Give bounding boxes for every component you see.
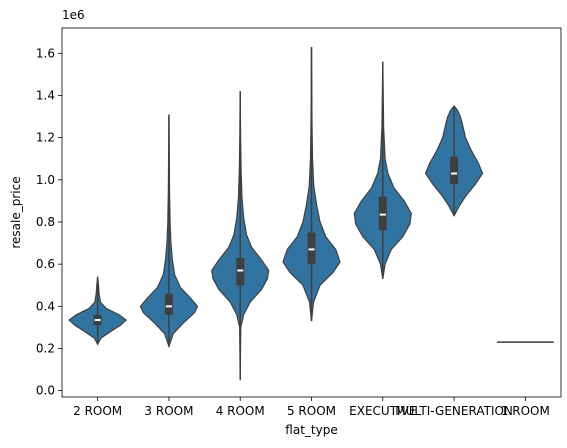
violin-iqr-box bbox=[450, 156, 459, 185]
violin-2-room bbox=[68, 276, 128, 346]
y-tick-label: 0.8 bbox=[36, 215, 55, 229]
violin-iqr-box bbox=[236, 257, 245, 286]
violin-3-room bbox=[139, 114, 199, 349]
y-axis-multiplier: 1e6 bbox=[62, 8, 85, 22]
violins-layer bbox=[68, 46, 554, 381]
violin-executive bbox=[353, 61, 412, 280]
violin-iqr-box bbox=[378, 196, 387, 231]
x-tick-label: 5 ROOM bbox=[287, 404, 336, 418]
y-tick-label: 0.6 bbox=[36, 257, 55, 271]
y-axis-label: resale_price bbox=[9, 176, 23, 248]
x-tick-label: 1 ROOM bbox=[501, 404, 550, 418]
y-tick-label: 1.2 bbox=[36, 131, 55, 145]
y-tick-label: 1.4 bbox=[36, 88, 55, 102]
y-tick-label: 0.2 bbox=[36, 342, 55, 356]
x-tick-label: MULTI-GENERATION bbox=[395, 404, 513, 418]
y-tick-label: 1.6 bbox=[36, 46, 55, 60]
violin-multi-generation bbox=[424, 105, 484, 217]
ticks-layer: 0.0 0.2 0.4 0.6 0.8 1.0 1.2 1.4 1.6 2 ROOM 3 ROOM 4… bbox=[36, 46, 550, 418]
violin-iqr-box bbox=[164, 293, 173, 315]
y-tick-label: 1.0 bbox=[36, 173, 55, 187]
y-tick-label: 0.0 bbox=[36, 384, 55, 398]
x-axis-label: flat_type bbox=[285, 423, 337, 437]
violin-iqr-box bbox=[307, 232, 316, 265]
plot-frame bbox=[61, 27, 562, 398]
x-tick-label: 2 ROOM bbox=[73, 404, 122, 418]
x-tick-label: 4 ROOM bbox=[216, 404, 265, 418]
y-tick-label: 0.4 bbox=[36, 299, 55, 313]
x-tick-label: EXECUTIVE bbox=[349, 404, 416, 418]
x-tick-label: 3 ROOM bbox=[144, 404, 193, 418]
violin-4-room bbox=[211, 91, 270, 381]
violin-5-room bbox=[282, 46, 341, 322]
